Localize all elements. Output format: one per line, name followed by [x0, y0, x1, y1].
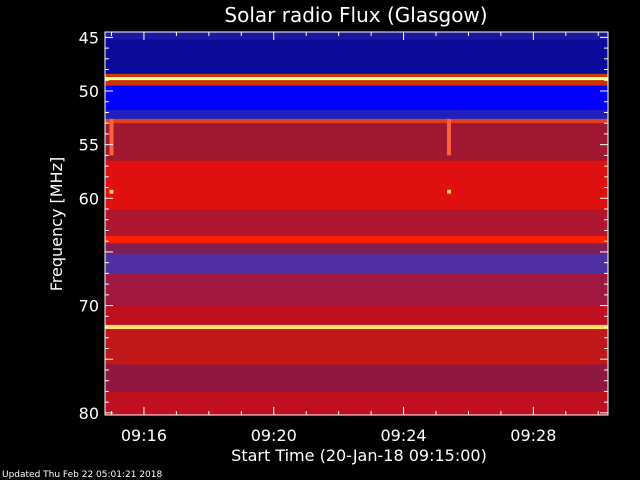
- frequency-band-17: [105, 329, 608, 365]
- y-tick-label-50: 50: [79, 82, 99, 101]
- frequency-band-16: [105, 324, 608, 330]
- y-tick-label-55: 55: [79, 136, 99, 155]
- y-axis: 45 50 55 60 70 80: [79, 28, 608, 423]
- burst-spot-1: [446, 189, 451, 194]
- x-tick-label-16: 09:16: [121, 426, 167, 445]
- frequency-band-6: [105, 110, 608, 119]
- footer-updated-text: Updated Thu Feb 22 05:01:21 2018: [2, 470, 163, 480]
- x-tick-label-20: 09:20: [251, 426, 297, 445]
- plot-frame: [104, 31, 609, 416]
- burst-spot-0: [109, 189, 114, 194]
- x-axis: 09:16 09:20 09:24 09:28: [110, 32, 599, 445]
- frequency-band-15: [105, 305, 608, 325]
- y-tick-label-45: 45: [79, 28, 99, 47]
- frequency-band-7: [105, 118, 608, 124]
- spectrogram-plot: [105, 32, 608, 415]
- burst-event-0: [109, 118, 114, 156]
- frequency-band-0: [105, 32, 608, 40]
- x-tick-label-24: 09:24: [381, 426, 427, 445]
- frequency-band-8: [105, 123, 608, 161]
- frequency-band-4: [105, 80, 608, 86]
- burst-event-1: [446, 118, 451, 156]
- y-axis-label: Frequency [MHz]: [47, 157, 66, 291]
- x-axis-label: Start Time (20-Jan-18 09:15:00): [231, 446, 487, 465]
- frequency-band-13: [105, 254, 608, 274]
- y-tick-label-60: 60: [79, 189, 99, 208]
- y-tick-label-70: 70: [79, 297, 99, 316]
- frequency-band-5: [105, 85, 608, 111]
- frequency-band-9: [105, 160, 608, 210]
- frequency-band-11: [105, 235, 608, 244]
- chart-title: Solar radio Flux (Glasgow): [224, 3, 487, 27]
- y-tick-label-80: 80: [79, 404, 99, 423]
- frequency-band-2: [105, 73, 608, 78]
- frequency-band-14: [105, 273, 608, 306]
- frequency-band-18: [105, 364, 608, 392]
- frequency-band-19: [105, 391, 608, 415]
- x-tick-label-28: 09:28: [510, 426, 556, 445]
- frequency-band-10: [105, 209, 608, 236]
- frequency-band-3: [105, 77, 608, 81]
- frequency-band-1: [105, 39, 608, 74]
- frequency-band-12: [105, 243, 608, 255]
